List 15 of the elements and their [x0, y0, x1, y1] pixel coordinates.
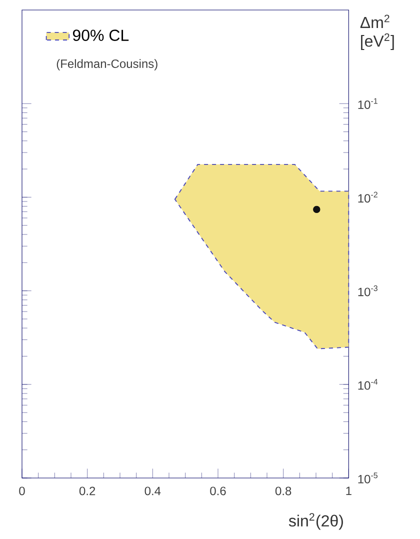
y-tick-label: 10$^{-2}$	[358, 192, 378, 203]
y-tick-label: 10$^{-4}$	[358, 379, 378, 390]
x-tick-label: 0.4	[144, 486, 161, 496]
y-tick-label: 10$^{-1}$	[358, 98, 378, 109]
legend-label: 90% CL	[72, 30, 129, 41]
y-tick-label: 10$^{-5}$	[358, 472, 378, 484]
x-tick-label: 0	[19, 486, 25, 496]
x-axis-title: sin$^{2}$(2θ)	[288, 513, 343, 530]
x-tick-label: 0.2	[79, 486, 96, 496]
y-tick-label: 10$^{-3}$	[358, 285, 378, 296]
x-tick-label: 1	[346, 486, 352, 495]
annotation: (Feldman-Cousins)	[56, 59, 158, 70]
x-tick-label: 0.6	[210, 486, 226, 496]
x-tick-label: 0.8	[275, 486, 292, 496]
y-axis-title: Δm$^{2}$ [eV$^{2}$]	[360, 14, 394, 50]
